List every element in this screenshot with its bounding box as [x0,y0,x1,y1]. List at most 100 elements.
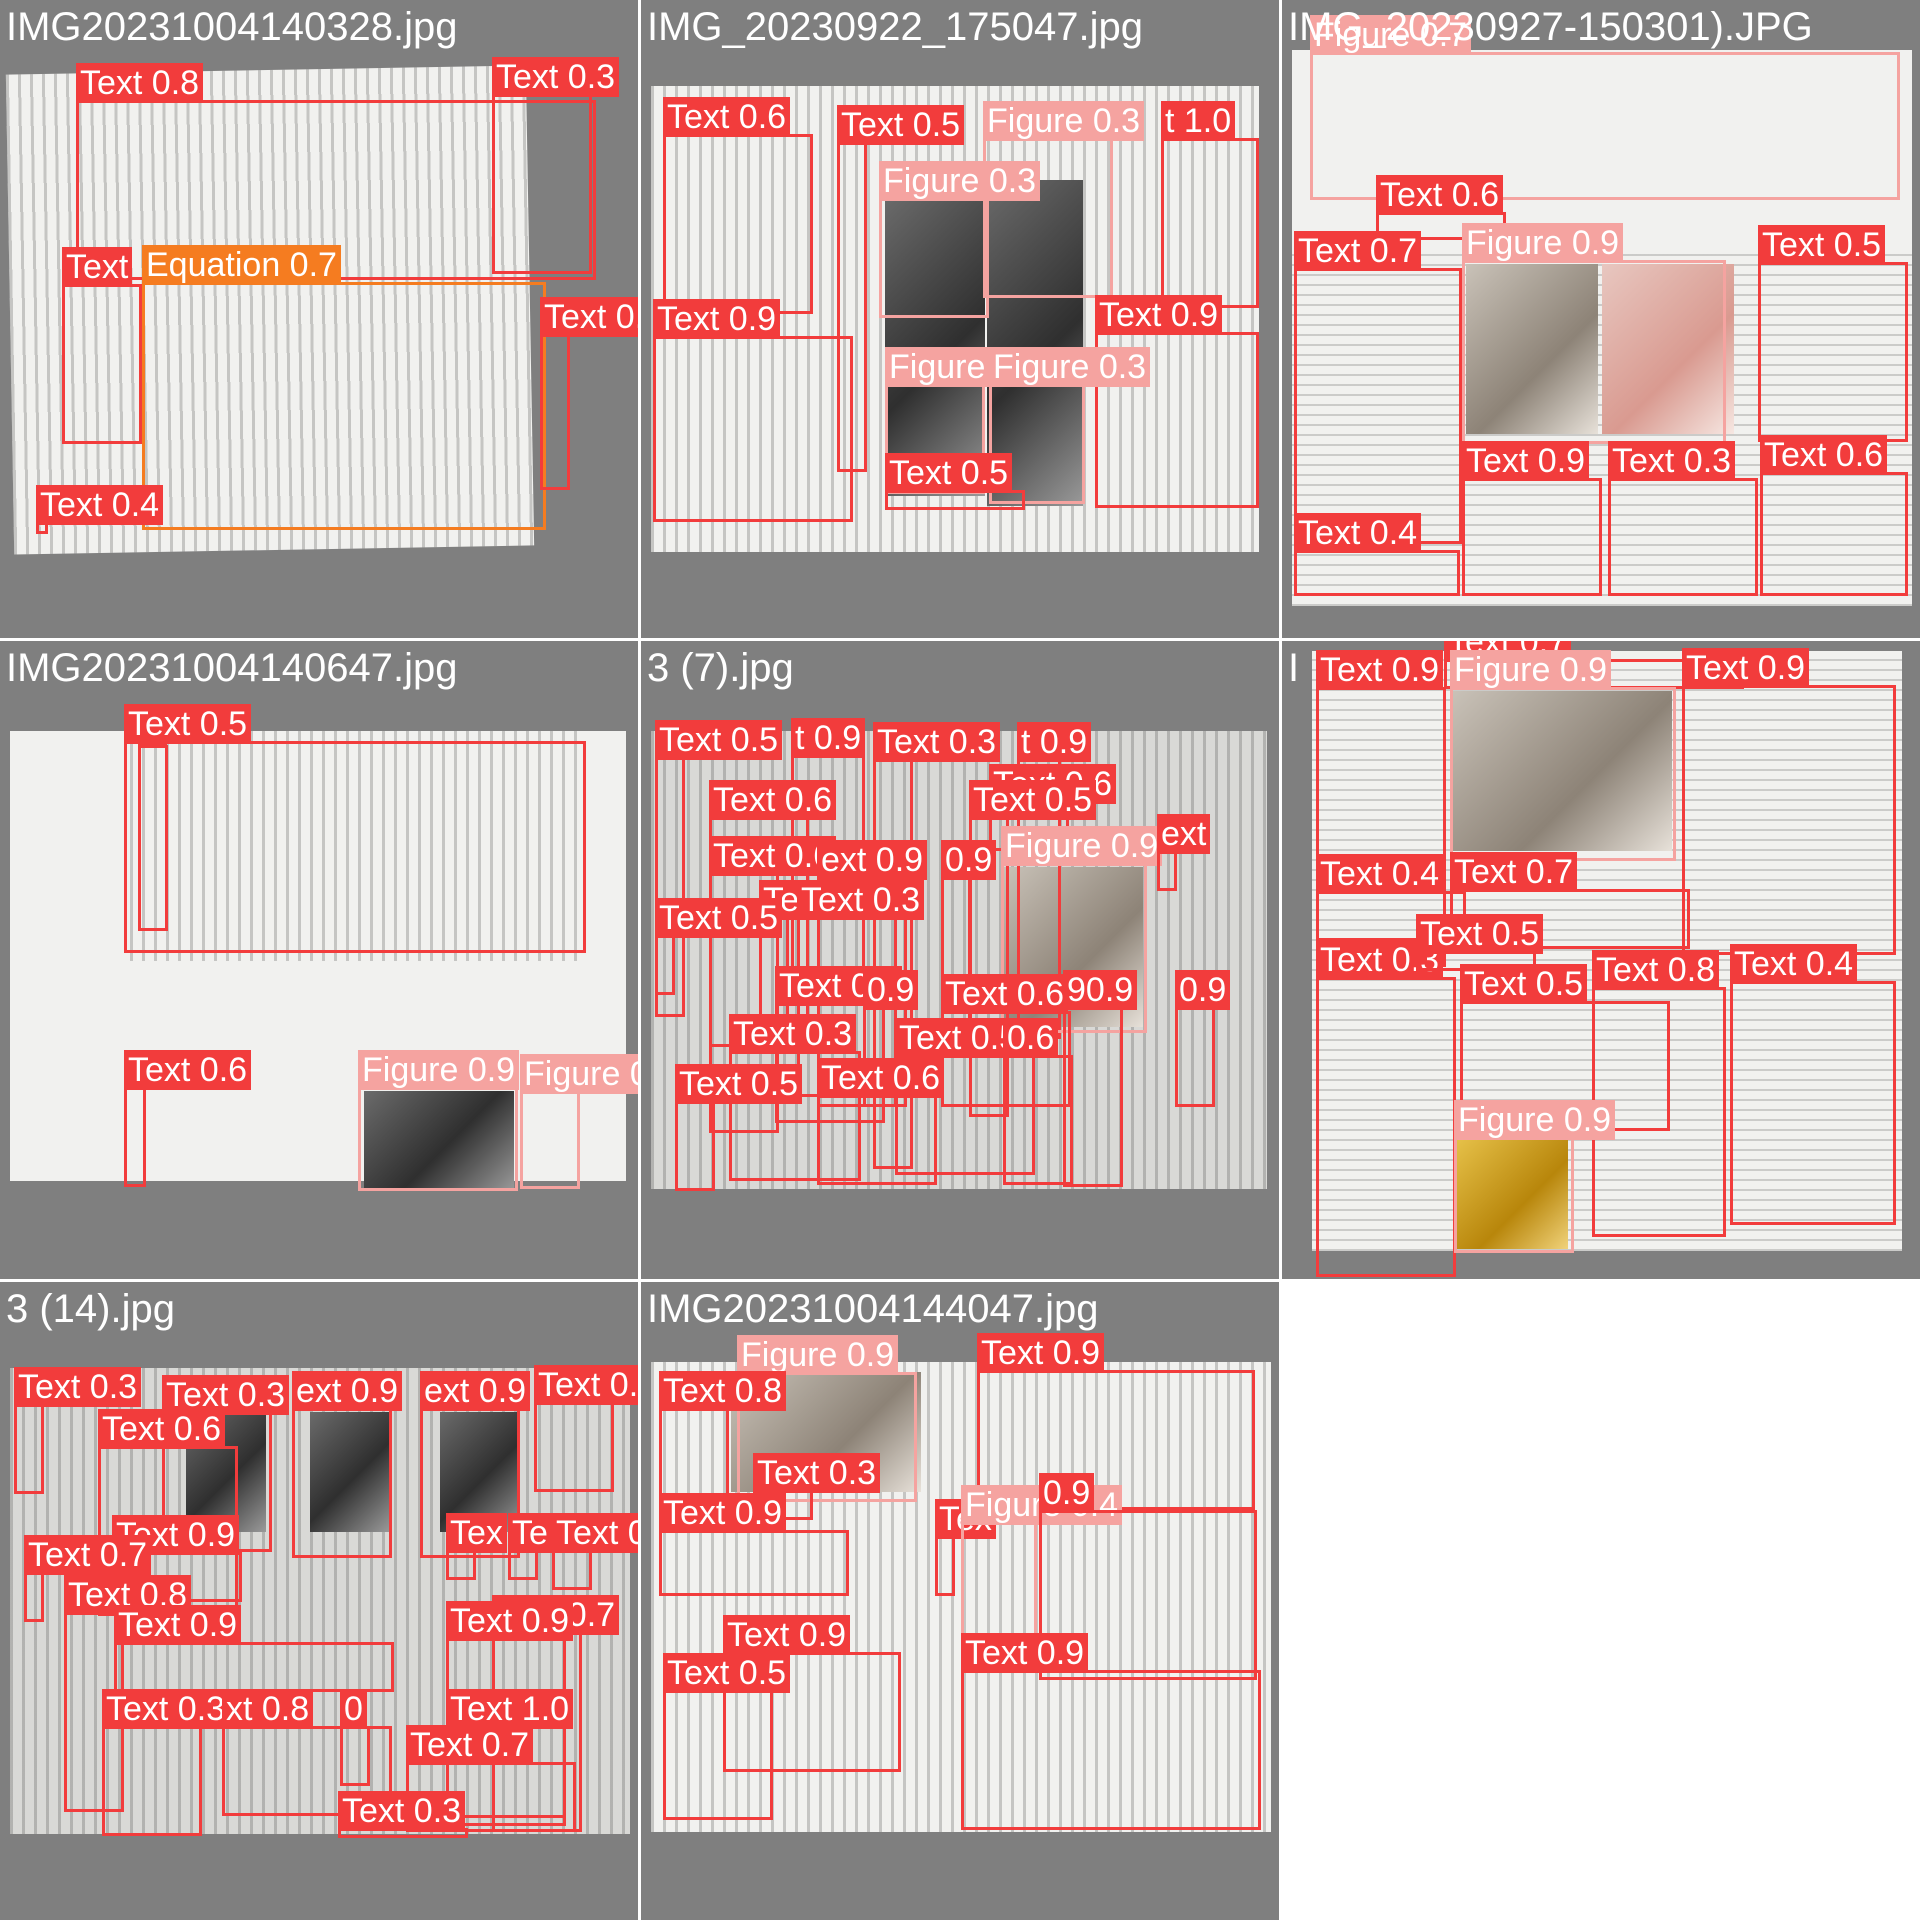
detection-label: 0.9 [1039,1473,1095,1513]
detection-label: Text 1.0 [446,1689,574,1729]
detection-label: Text 0.5 [655,898,783,938]
detection-label: Text 0.9 [961,1633,1089,1673]
detection-label: Figure 0.9 [1450,650,1612,690]
mosaic-tile: IMG20231004140647.jpg T Text 0.5 Text 0.… [0,641,638,1279]
detection-box: Tex [446,1513,507,1580]
detection-label: Figure 0.3 [989,347,1151,387]
detection-box: Equation 0.7 [142,245,546,530]
detection-label: 90.9 [1063,970,1138,1010]
detection-label: 0.9 [1175,970,1231,1010]
detection-label: t 1.0 [1161,101,1236,141]
mosaic-tile: 3 (7).jpg Text 0.5 t 0.9 Text 0.3 t 0.9 … [641,641,1279,1279]
detection-label: Text 0.5 [885,453,1013,493]
detection-label: Text 0.7 [24,1535,152,1575]
detection-label: Text 0.9 [723,1615,851,1655]
detection-label: Figure 0.9 [1454,1100,1616,1140]
detection-box: ext [1157,814,1211,891]
detection-box: Text 0.9 [1316,650,1446,967]
detection-box: Figure 0.3 [520,1054,638,1189]
detection-box: Text 0.9 [961,1633,1261,1830]
detection-label: Text 0.6 [941,974,1069,1014]
detection-label: Text 0.5 [1758,225,1886,265]
detection-box: Text 0.3 [162,1375,290,1552]
detection-label: ext [1157,814,1211,854]
detection-box: Text 0. [534,1365,638,1492]
detection-label: Text 0.3 [1608,441,1736,481]
detection-label: Text 0.7 [406,1725,534,1765]
detection-box: ext 0.9 [420,1371,531,1558]
detection-label: Text 0.3 [753,1453,881,1493]
tile-filename: IMG20231004144047.jpg [647,1287,1099,1331]
detection-label: Text 0.7 [1450,852,1578,892]
detection-label: t 0.9 [1017,722,1092,762]
detection-box: t 0.9 [1017,722,1092,1039]
detection-label: 0 [340,1689,367,1729]
detection-label: Text 0.3 [162,1375,290,1415]
mosaic-tile: IMG20231004140328.jpg Text 0.8 Text 0.3 … [0,0,638,638]
detection-label: Text 0. [540,297,638,337]
detection-box: Text 0.3 [492,57,620,274]
detection-box: Text 0.9 [446,1601,574,1818]
tile-filename: IMG_20230922_175047.jpg [647,5,1143,49]
detection-box: Text 0.3 [338,1791,468,1838]
detection-label: Figure 0.9 [1462,223,1624,263]
detection-box: Figure 0.7 [1310,15,1900,200]
micrograph [885,196,985,496]
detection-box: Text 0.3 [753,1453,881,1520]
detection-box: Text 0.5 [969,780,1097,1117]
detection-box: xt 0.8 [222,1689,392,1816]
detection-box: Figure 0.9 [1462,223,1726,444]
detection-label: 0.9 [863,970,919,1010]
detection-label: ext 0.9 [420,1371,531,1411]
detection-label: Figure [885,347,990,387]
detection-box: Text 1.0 [446,1689,574,1826]
detection-label: Text 0.6 [663,97,791,137]
detection-label: 0.9 [941,840,997,880]
detection-box: Text 0.8 [1592,950,1726,1237]
detection-box: Text [62,247,142,444]
detection-box: Text 0.9 [1095,295,1259,508]
detection-box: Text 0.4 [1294,513,1460,596]
detection-box: Text 0.9 [977,1333,1255,1510]
detection-label: Text 0.9 [659,1493,787,1533]
detection-box: Text 0.8 [659,1371,787,1528]
tile-filename: 3 (14).jpg [6,1287,175,1331]
detection-box: Text 0.7 [1450,852,1690,949]
detection-label: Text 0.8 [76,63,204,103]
detection-label: Text 0.9 [1682,648,1810,688]
mosaic-tile: 3 (14).jpg Text 0.3 Text 0.3 ext 0.9 ext… [0,1282,638,1920]
tile-filename: IMG20231004140647.jpg [6,646,458,690]
detection-box: Text 0.9 [659,1493,849,1596]
detection-box: Text 0.5 [675,1064,803,1191]
detection-label: Text 0.6 [1376,175,1504,215]
detection-box: Text 0.3 [873,722,1001,1169]
detection-label: Text 0.8 [1592,950,1720,990]
detection-box: Text 0.9 [114,1605,394,1692]
newspaper-photo [440,1412,520,1532]
detection-box: 0.9 [1175,970,1231,1107]
detection-label: Text 0.3 [338,1791,466,1831]
mosaic-tile: IMG_20230927-150301).JPG Figure 0.7 Text… [1282,0,1920,638]
detection-label: Figure 0.3 [879,161,1041,201]
detection-box: Text 0.5 [895,1018,1035,1175]
detection-label: Te [508,1513,552,1553]
detection-box: 0.9 [863,970,919,1107]
detection-box: Text 0.3 [729,1014,861,1181]
detection-box: Text 0.9 [723,1615,901,1772]
detection-label: Text 0.6 [709,836,837,876]
detection-box: Figure 0.9 [358,1050,520,1191]
detection-label: Text 0.6 [124,1050,252,1090]
detection-box: Figure 0.9 [1454,1100,1616,1253]
detection-box: Tex [935,1499,996,1596]
detection-box: Text 0.6 [941,974,1071,1107]
detection-box: Text 0.6 [709,780,837,1047]
detection-label: Text 0.6 [817,1058,945,1098]
detection-label: ext 0.9 [817,840,928,880]
detection-label: Figure 0.9 [1001,826,1163,866]
detection-box: Text 0.9 [653,299,853,522]
detection-box: t 1.0 [1161,101,1259,308]
detection-label: Text 0.5 [1460,964,1588,1004]
detection-label: Text 0.3 [102,1689,230,1729]
detection-label: Text 0.9 [977,1333,1105,1373]
detection-box: ext 0.9 [292,1371,403,1558]
